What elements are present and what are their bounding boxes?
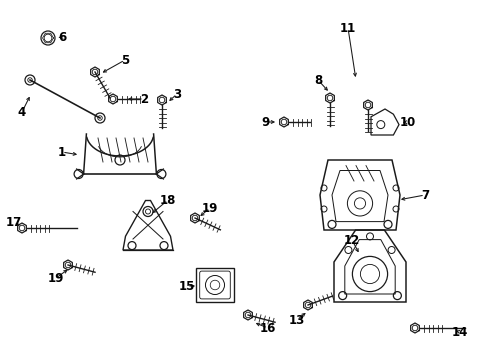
Text: 1: 1 <box>58 145 66 158</box>
Text: 9: 9 <box>262 116 269 129</box>
Bar <box>196 268 234 302</box>
Text: 4: 4 <box>18 105 26 118</box>
Text: 13: 13 <box>288 314 305 327</box>
Text: 6: 6 <box>58 31 66 44</box>
Text: 18: 18 <box>160 194 176 207</box>
Text: 2: 2 <box>140 93 148 105</box>
Text: 15: 15 <box>179 279 195 292</box>
Text: 12: 12 <box>343 234 359 247</box>
Text: 7: 7 <box>420 189 428 202</box>
Text: 19: 19 <box>48 271 64 284</box>
Text: 14: 14 <box>451 325 467 338</box>
Text: 8: 8 <box>313 73 322 86</box>
Text: 5: 5 <box>121 54 129 67</box>
Text: 16: 16 <box>259 321 276 334</box>
Text: 10: 10 <box>399 116 415 129</box>
Text: 17: 17 <box>6 216 22 229</box>
Text: 19: 19 <box>202 202 218 215</box>
Text: 3: 3 <box>173 87 181 100</box>
Text: 11: 11 <box>339 22 355 35</box>
